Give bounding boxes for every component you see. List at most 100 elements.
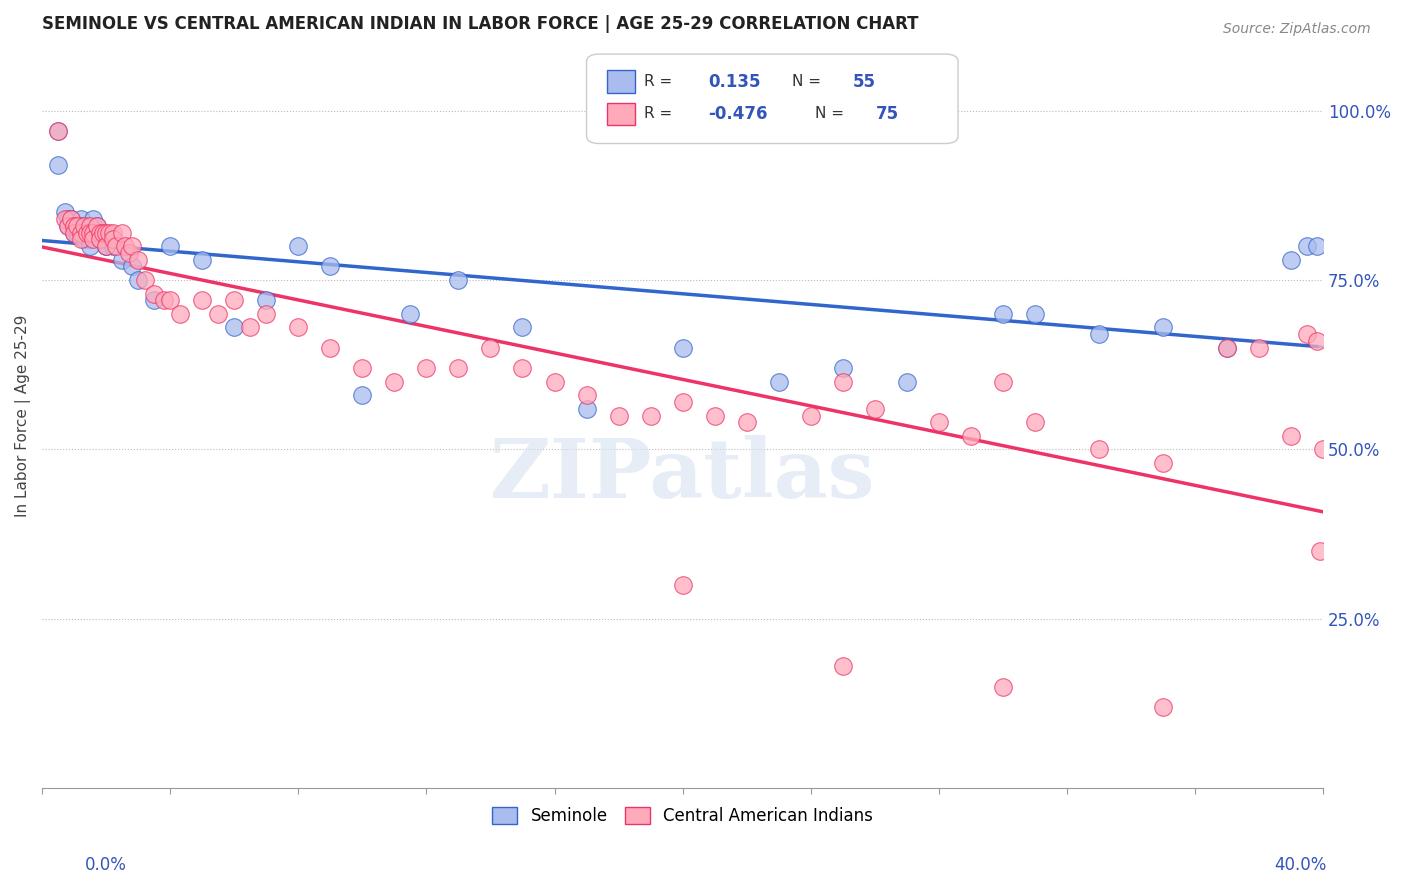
Point [79,239,101,253]
Point [66,219,89,233]
Point [96,239,118,253]
Point [79,226,101,240]
Point [191,293,214,308]
Point [1024,307,1046,321]
Point [254,307,277,321]
Point [1296,239,1319,253]
Point [53,205,76,219]
Point [73,232,96,246]
Text: Source: ZipAtlas.com: Source: ZipAtlas.com [1223,22,1371,37]
Point [69,219,91,233]
Point [543,375,565,389]
Point [224,320,246,334]
Point [672,341,695,355]
Point [319,260,342,274]
Point [98,226,121,240]
Point [46,124,69,138]
Point [672,578,695,592]
Text: R =: R = [644,106,672,121]
Text: N =: N = [792,74,821,89]
Point [53,212,76,227]
Point [159,293,181,308]
Point [121,239,143,253]
Point [575,388,598,402]
Text: 55: 55 [853,72,876,91]
Point [287,239,309,253]
Point [143,286,166,301]
Point [607,409,630,423]
Point [114,239,136,253]
Point [76,226,98,240]
Point [46,124,69,138]
Point [352,361,374,376]
Point [287,320,309,334]
Text: -0.476: -0.476 [709,104,768,123]
Point [254,293,277,308]
Y-axis label: In Labor Force | Age 25-29: In Labor Force | Age 25-29 [15,314,31,516]
Text: 0.0%: 0.0% [84,855,127,873]
Point [63,219,86,233]
Point [672,395,695,409]
Legend: Seminole, Central American Indians: Seminole, Central American Indians [486,800,880,832]
Point [63,219,86,233]
Text: 75: 75 [876,104,900,123]
Point [1216,341,1239,355]
Point [399,307,422,321]
Point [63,226,86,240]
Point [319,341,342,355]
Point [352,388,374,402]
Point [79,232,101,246]
Point [56,219,79,233]
Point [82,226,104,240]
Point [56,219,79,233]
Text: 40.0%: 40.0% [1274,855,1327,873]
Point [991,680,1014,694]
Point [991,375,1014,389]
Point [96,239,118,253]
Point [831,361,853,376]
Point [1312,442,1334,457]
Point [960,429,983,443]
Text: ZIPatlas: ZIPatlas [489,435,876,516]
Point [1279,252,1302,267]
Text: R =: R = [644,74,672,89]
Point [512,320,534,334]
Point [69,212,91,227]
Point [104,239,127,253]
Point [63,219,86,233]
Text: SEMINOLE VS CENTRAL AMERICAN INDIAN IN LABOR FORCE | AGE 25-29 CORRELATION CHART: SEMINOLE VS CENTRAL AMERICAN INDIAN IN L… [42,15,918,33]
Point [479,341,502,355]
Point [111,226,134,240]
FancyBboxPatch shape [607,70,636,93]
Point [169,307,191,321]
Point [447,361,470,376]
Point [768,375,790,389]
FancyBboxPatch shape [607,103,636,125]
Point [73,219,96,233]
Point [1306,334,1329,348]
Point [66,219,89,233]
Point [82,232,104,246]
Point [56,212,79,227]
Point [1024,415,1046,429]
Point [831,659,853,673]
Point [207,307,229,321]
Point [89,226,111,240]
Point [59,212,82,227]
Point [447,273,470,287]
Point [640,409,662,423]
Point [1279,429,1302,443]
Point [91,226,114,240]
Point [703,409,725,423]
Point [239,320,262,334]
Point [101,239,124,253]
Point [1306,239,1329,253]
Point [384,375,406,389]
Point [127,252,149,267]
Point [86,219,108,233]
Point [59,212,82,227]
Point [82,212,104,227]
Point [224,293,246,308]
Point [991,307,1014,321]
Text: N =: N = [814,106,844,121]
